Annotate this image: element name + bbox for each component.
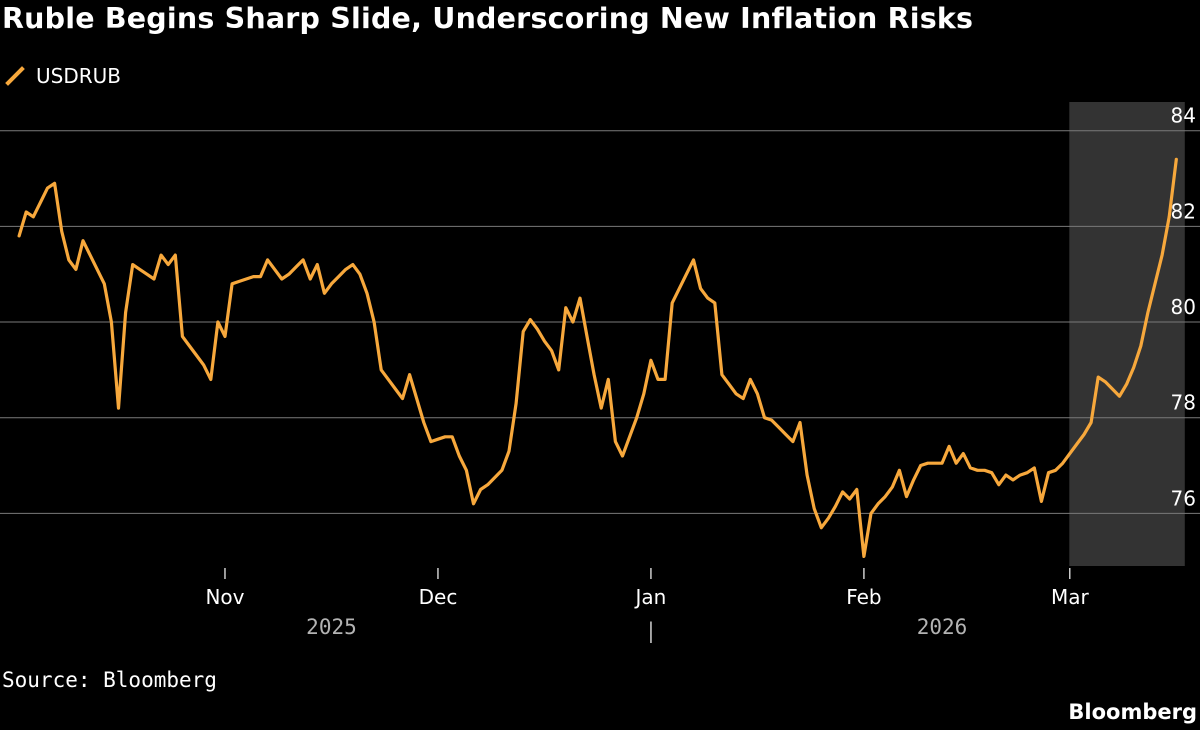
year-label-2025: 2025 [306,615,357,639]
series-line-usdrub [17,157,1178,558]
x-tick-label-dec: Dec [419,585,458,609]
bloomberg-logo: Bloomberg [1068,700,1197,724]
x-tick-label-feb: Feb [846,585,881,609]
x-tick-label-nov: Nov [205,585,244,609]
legend: USDRUB [4,62,121,90]
chart-title: Ruble Begins Sharp Slide, Underscoring N… [2,2,974,35]
y-tick-label-82: 82 [1171,199,1196,223]
y-tick-label-80: 80 [1171,295,1196,319]
x-tick-label-mar: Mar [1051,585,1090,609]
highlight-band [1069,102,1185,566]
legend-label-usdrub: USDRUB [36,64,121,88]
y-tick-label-76: 76 [1171,486,1196,510]
legend-swatch-icon [5,66,25,86]
x-tick-label-jan: Jan [634,585,667,609]
source-note: Source: Bloomberg [2,668,217,692]
year-label-2026: 2026 [917,615,968,639]
y-tick-label-84: 84 [1171,104,1196,128]
y-tick-label-78: 78 [1171,391,1196,415]
year-separator: | [645,619,658,644]
